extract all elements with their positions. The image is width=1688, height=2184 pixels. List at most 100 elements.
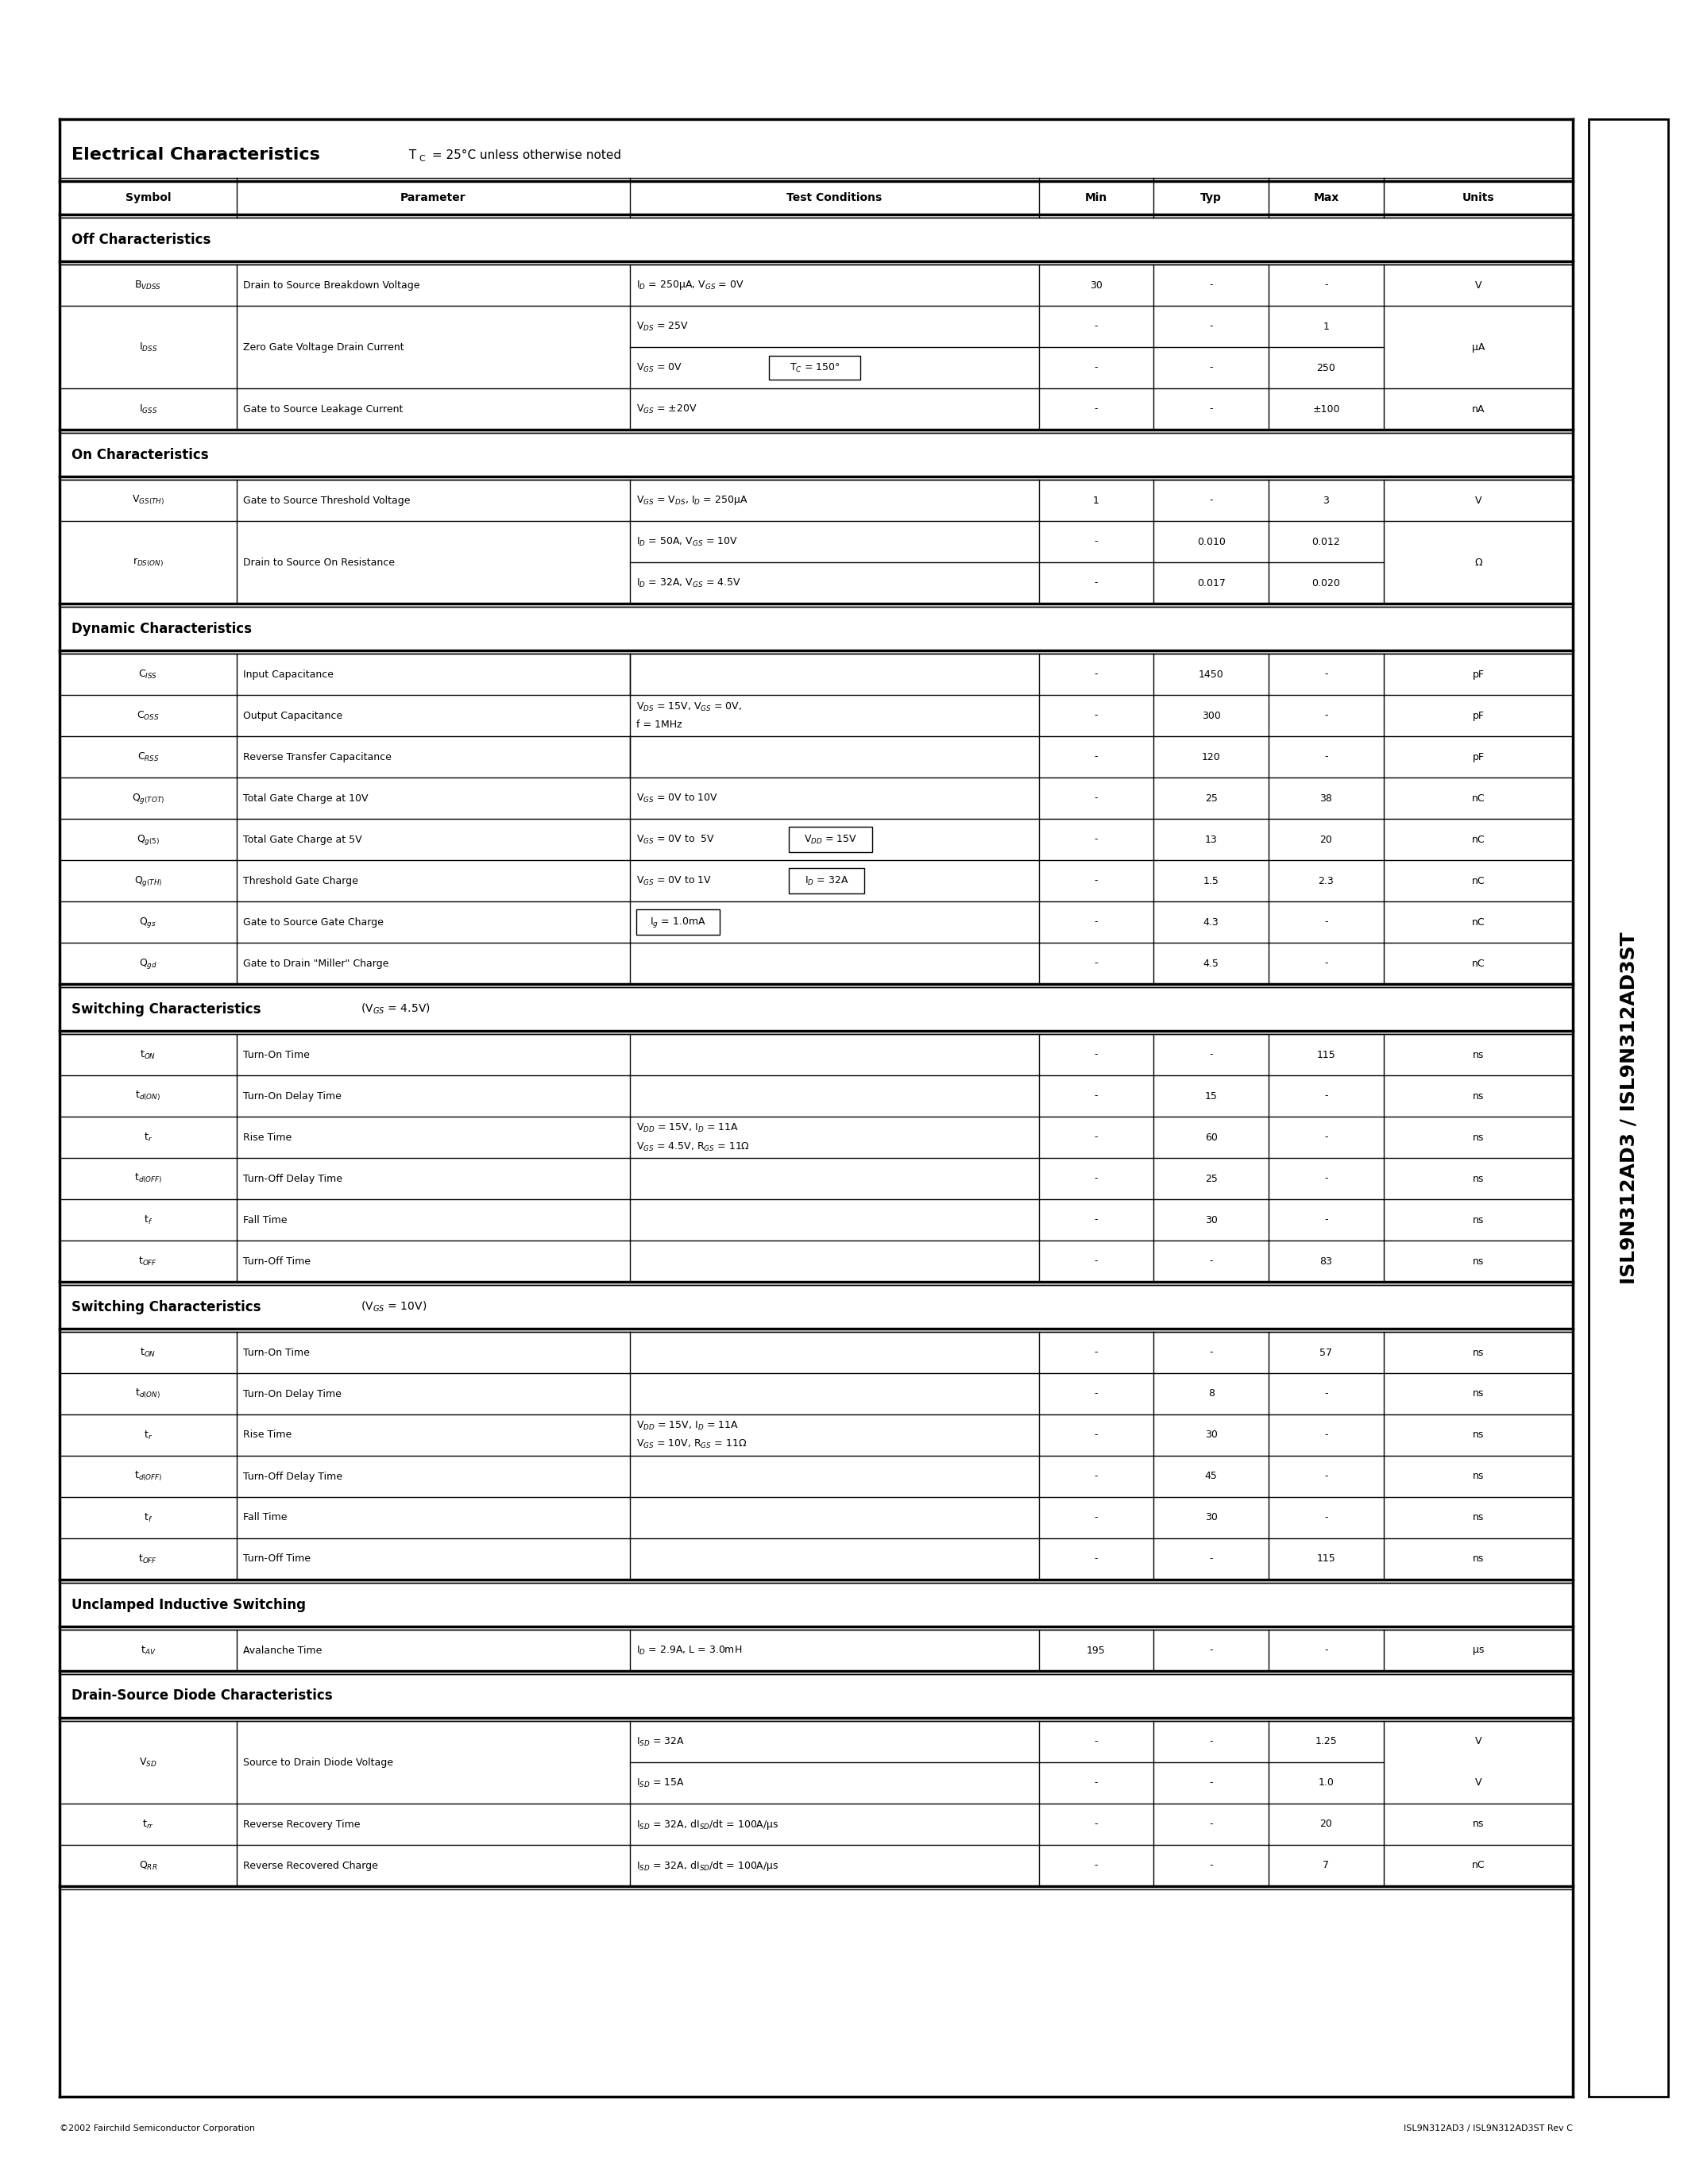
Text: -: - [1094,1090,1097,1101]
Text: -: - [1209,1645,1214,1655]
Text: V$_{SD}$: V$_{SD}$ [138,1756,157,1769]
Text: C: C [419,155,425,164]
Text: -: - [1209,1256,1214,1267]
Text: -: - [1325,668,1328,679]
Text: t$_{d(ON)}$: t$_{d(ON)}$ [135,1090,160,1103]
Text: -: - [1325,1090,1328,1101]
Text: I$_D$ = 32A: I$_D$ = 32A [805,876,849,887]
Text: t$_{d(OFF)}$: t$_{d(OFF)}$ [133,1173,162,1186]
Text: -: - [1209,1861,1214,1872]
Text: μs: μs [1472,1645,1484,1655]
Text: Q$_{g(TH)}$: Q$_{g(TH)}$ [133,874,162,887]
Bar [770,356,861,380]
Text: Q$_{gd}$: Q$_{gd}$ [138,957,157,970]
Text: I$_D$ = 2.9A, L = 3.0mH: I$_D$ = 2.9A, L = 3.0mH [636,1645,743,1655]
Text: -: - [1094,1778,1097,1789]
Text: Output Capacitance: Output Capacitance [243,710,343,721]
Text: V$_{DD}$ = 15V, I$_D$ = 11A
V$_{GS}$ = 4.5V, R$_{GS}$ = 11Ω: V$_{DD}$ = 15V, I$_D$ = 11A V$_{GS}$ = 4… [636,1123,749,1153]
Text: Symbol: Symbol [125,192,170,203]
Text: ns: ns [1472,1514,1484,1522]
Text: 1.25: 1.25 [1315,1736,1337,1747]
Text: Drain to Source Breakdown Voltage: Drain to Source Breakdown Voltage [243,280,420,290]
Text: Source to Drain Diode Voltage: Source to Drain Diode Voltage [243,1758,393,1767]
Text: Switching Characteristics: Switching Characteristics [71,1002,262,1016]
Text: 60: 60 [1205,1131,1217,1142]
Text: -: - [1094,834,1097,845]
Text: nC: nC [1472,959,1485,968]
Text: (V$_{GS}$ = 10V): (V$_{GS}$ = 10V) [358,1299,427,1315]
Text: t$_{ON}$: t$_{ON}$ [140,1048,155,1061]
Text: 120: 120 [1202,751,1220,762]
Text: -: - [1094,321,1097,332]
Text: -: - [1094,363,1097,373]
Text: t$_{d(ON)}$: t$_{d(ON)}$ [135,1387,160,1400]
Text: Gate to Drain "Miller" Charge: Gate to Drain "Miller" Charge [243,959,388,968]
Text: Electrical Characteristics: Electrical Characteristics [71,146,321,164]
Text: -: - [1094,1051,1097,1059]
Text: -: - [1325,751,1328,762]
Text: 4.5: 4.5 [1204,959,1219,968]
Text: Turn-On Delay Time: Turn-On Delay Time [243,1389,341,1400]
Text: 15: 15 [1205,1090,1217,1101]
Text: t$_{ON}$: t$_{ON}$ [140,1348,155,1358]
Text: 300: 300 [1202,710,1220,721]
Text: μA: μA [1472,343,1485,352]
Text: nC: nC [1472,793,1485,804]
Text: -: - [1209,1736,1214,1747]
Text: I$_D$ = 50A, V$_{GS}$ = 10V: I$_D$ = 50A, V$_{GS}$ = 10V [636,535,738,548]
Text: -: - [1094,1472,1097,1481]
Text: 250: 250 [1317,363,1335,373]
Text: -: - [1325,1514,1328,1522]
Text: ns: ns [1472,1090,1484,1101]
Text: -: - [1209,363,1214,373]
Text: pF: pF [1472,751,1484,762]
Text: ns: ns [1472,1051,1484,1059]
Text: Max: Max [1313,192,1339,203]
Text: ns: ns [1472,1431,1484,1439]
Bar [788,867,864,893]
Text: t$_r$: t$_r$ [143,1428,152,1441]
Text: 57: 57 [1320,1348,1332,1358]
Text: Rise Time: Rise Time [243,1431,292,1439]
Text: Min: Min [1085,192,1107,203]
Text: 30: 30 [1205,1214,1217,1225]
Text: ©2002 Fairchild Semiconductor Corporation: ©2002 Fairchild Semiconductor Corporatio… [59,2125,255,2132]
Text: -: - [1209,404,1214,415]
Bar [636,909,719,935]
Text: 0.020: 0.020 [1312,579,1340,587]
Text: -: - [1094,1431,1097,1439]
Text: I$_{SD}$ = 32A, dI$_{SD}$/dt = 100A/μs: I$_{SD}$ = 32A, dI$_{SD}$/dt = 100A/μs [636,1817,780,1830]
Text: Turn-On Delay Time: Turn-On Delay Time [243,1090,341,1101]
Text: 25: 25 [1205,793,1217,804]
Text: t$_{OFF}$: t$_{OFF}$ [138,1553,157,1566]
Text: -: - [1325,280,1328,290]
Text: 0.017: 0.017 [1197,579,1225,587]
Text: Fall Time: Fall Time [243,1214,287,1225]
Text: -: - [1325,917,1328,928]
Text: -: - [1325,959,1328,968]
Text: 13: 13 [1205,834,1217,845]
Text: -: - [1094,1214,1097,1225]
Text: -: - [1094,1348,1097,1358]
Text: Turn-On Time: Turn-On Time [243,1348,309,1358]
Text: -: - [1094,959,1097,968]
Text: I$_D$ = 32A, V$_{GS}$ = 4.5V: I$_D$ = 32A, V$_{GS}$ = 4.5V [636,577,741,590]
Text: Input Capacitance: Input Capacitance [243,668,334,679]
Text: -: - [1325,1173,1328,1184]
Text: Gate to Source Gate Charge: Gate to Source Gate Charge [243,917,383,928]
Text: -: - [1094,1553,1097,1564]
Text: -: - [1325,1431,1328,1439]
Text: -: - [1094,751,1097,762]
Text: ns: ns [1472,1348,1484,1358]
Text: Turn-On Time: Turn-On Time [243,1051,309,1059]
Text: Drain to Source On Resistance: Drain to Source On Resistance [243,557,395,568]
Text: r$_{DS(ON)}$: r$_{DS(ON)}$ [133,557,164,568]
Text: V$_{DS}$ = 15V, V$_{GS}$ = 0V,
f = 1MHz: V$_{DS}$ = 15V, V$_{GS}$ = 0V, f = 1MHz [636,701,743,729]
Text: 115: 115 [1317,1553,1335,1564]
Text: Turn-Off Time: Turn-Off Time [243,1553,311,1564]
Text: (V$_{GS}$ = 4.5V): (V$_{GS}$ = 4.5V) [358,1002,430,1016]
Text: 0.010: 0.010 [1197,537,1225,546]
Text: Gate to Source Leakage Current: Gate to Source Leakage Current [243,404,403,415]
Text: ±100: ±100 [1313,404,1340,415]
Text: -: - [1094,1389,1097,1400]
